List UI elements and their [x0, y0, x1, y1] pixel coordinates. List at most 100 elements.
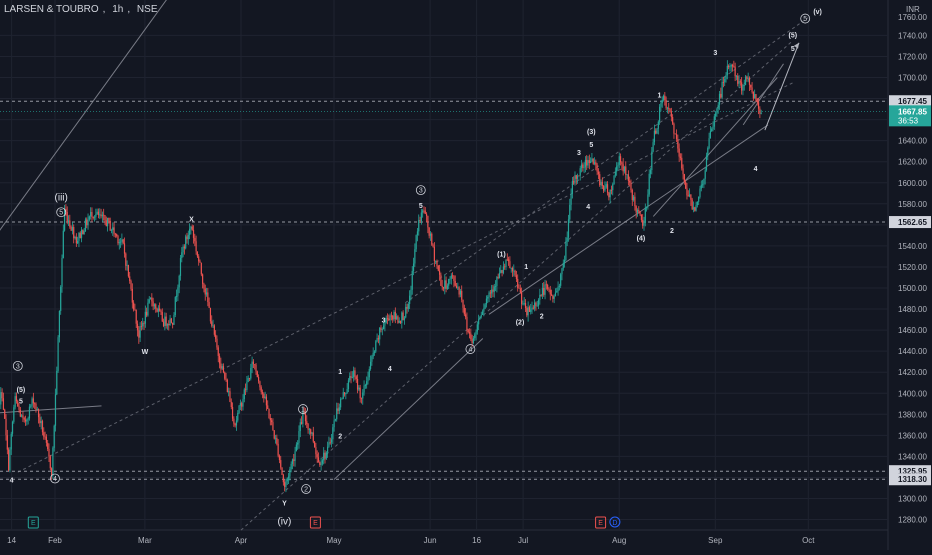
candle-body	[375, 341, 376, 351]
candle-body	[362, 393, 363, 399]
candle-body	[534, 303, 535, 309]
wave-label: 5	[59, 210, 63, 217]
candle-body	[334, 420, 335, 427]
candle-body	[255, 365, 256, 372]
candle-body	[645, 208, 646, 223]
wave-label: 3	[713, 50, 717, 57]
candle-body	[335, 419, 336, 420]
candle-body	[227, 380, 228, 392]
candle-body	[414, 249, 415, 263]
wave-label: 5	[19, 399, 23, 406]
candle-body	[275, 438, 276, 439]
candle-body	[240, 403, 241, 406]
candle-body	[537, 306, 538, 307]
candle-body	[261, 387, 262, 392]
candle-body	[219, 356, 220, 364]
candle-body	[590, 161, 591, 163]
time-tick-label: Aug	[612, 536, 626, 545]
candle-body	[71, 227, 72, 231]
candle-body	[154, 304, 155, 306]
wave-label: 5	[791, 46, 795, 53]
candle-body	[697, 202, 698, 205]
wave-label: 3	[16, 363, 20, 370]
event-marker-label: E	[313, 520, 318, 527]
candle-body	[599, 174, 600, 185]
candle-body	[517, 279, 518, 288]
candle-body	[584, 167, 585, 168]
candle-body	[659, 107, 660, 122]
candle-body	[718, 105, 719, 109]
candle-body	[271, 420, 272, 422]
candle-body	[422, 211, 423, 213]
candle-body	[367, 377, 368, 381]
wave-label: 4	[10, 478, 14, 485]
candle-body	[465, 314, 466, 316]
candle-body	[591, 158, 592, 161]
candle-body	[206, 292, 207, 294]
candle-body	[556, 291, 557, 293]
price-tick-label: 1380.00	[898, 410, 927, 419]
candle-body	[41, 421, 42, 423]
candle-body	[140, 326, 141, 337]
candle-body	[408, 304, 409, 309]
wave-label: 5	[419, 203, 423, 210]
candle-body	[525, 303, 526, 308]
candle-body	[409, 296, 410, 304]
wave-label: (v)	[813, 9, 822, 16]
candle-body	[374, 351, 375, 352]
candle-body	[679, 148, 680, 156]
candle-body	[741, 82, 742, 90]
candle-body	[753, 92, 754, 99]
candle-body	[198, 256, 199, 261]
candle-body	[711, 129, 712, 131]
candle-body	[341, 399, 342, 400]
candle-body	[267, 405, 268, 408]
candle-body	[689, 194, 690, 196]
candle-body	[528, 307, 529, 315]
candle-body	[491, 290, 492, 294]
candle-body	[738, 81, 739, 84]
candle-body	[560, 274, 561, 286]
candle-body	[488, 293, 489, 297]
candle-body	[354, 370, 355, 376]
candle-body	[729, 67, 730, 68]
candle-body	[4, 410, 5, 419]
candle-body	[546, 284, 547, 285]
candle-body	[598, 172, 599, 174]
candle-body	[695, 205, 696, 211]
candle-body	[705, 170, 706, 178]
candle-body	[552, 296, 553, 299]
candle-body	[300, 422, 301, 431]
candle-body	[490, 293, 491, 294]
candle-body	[323, 453, 324, 461]
candle-body	[194, 238, 195, 241]
candle-body	[330, 442, 331, 443]
candle-body	[593, 158, 594, 163]
candle-body	[647, 194, 648, 206]
candle-body	[651, 152, 652, 170]
interval-label[interactable]: 1h	[112, 4, 123, 15]
candle-body	[42, 421, 43, 432]
price-tick-label: 1600.00	[898, 179, 927, 188]
candle-body	[272, 422, 273, 430]
wave-label: (5)	[789, 32, 798, 39]
price-tick-label: 1280.00	[898, 516, 927, 525]
candle-body	[326, 452, 327, 458]
candle-body	[90, 212, 91, 216]
candle-body	[477, 324, 478, 331]
wave-label: 4	[388, 366, 392, 373]
candle-body	[666, 100, 667, 108]
candle-body	[283, 475, 284, 482]
candle-body	[318, 457, 319, 461]
candle-body	[373, 353, 374, 357]
candle-body	[30, 406, 31, 407]
candle-body	[737, 76, 738, 84]
candle-body	[388, 319, 389, 321]
candle-body	[719, 94, 720, 105]
candle-body	[664, 96, 665, 101]
candle-body	[5, 419, 6, 435]
candle-body	[539, 295, 540, 300]
candle-body	[447, 286, 448, 289]
